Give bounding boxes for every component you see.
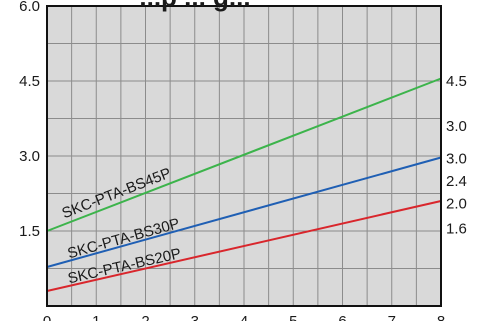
right-value-label: 1.6 — [446, 221, 467, 238]
plot-border — [46, 5, 442, 307]
series-lines — [46, 77, 442, 292]
x-tick-label: 6 — [338, 313, 346, 321]
chart-title: ...p ... g... — [139, 0, 250, 12]
x-tick-label: 4 — [240, 313, 248, 321]
right-value-label: 2.0 — [446, 196, 467, 213]
y-tick-label: 1.5 — [19, 223, 40, 240]
plot-frame — [46, 5, 442, 307]
y-tick-label: 4.5 — [19, 73, 40, 90]
right-value-label: 4.5 — [446, 73, 467, 90]
grid — [47, 6, 441, 306]
x-tick-label: 5 — [289, 313, 297, 321]
right-value-label: 2.4 — [446, 173, 467, 190]
right-value-label: 3.0 — [446, 118, 467, 135]
y-tick-label: 6.0 — [19, 0, 40, 15]
x-tick-label: 8 — [437, 313, 445, 321]
series-line-2 — [46, 156, 442, 268]
x-tick-label: 0 — [43, 313, 51, 321]
x-tick-label: 1 — [92, 313, 100, 321]
series-line-3 — [46, 200, 442, 292]
series-line-1 — [46, 77, 442, 232]
x-tick-label: 7 — [388, 313, 396, 321]
y-tick-label: 3.0 — [19, 148, 40, 165]
x-tick-label: 2 — [141, 313, 149, 321]
right-value-label: 3.0 — [446, 151, 467, 168]
tick-labels: 0 1 2 3 4 5 6 7 8 6.0 4.5 3.0 1.5 4.5 3.0 3.0 2.4 2.0 1.6 — [19, 0, 467, 321]
x-tick-label: 3 — [191, 313, 199, 321]
